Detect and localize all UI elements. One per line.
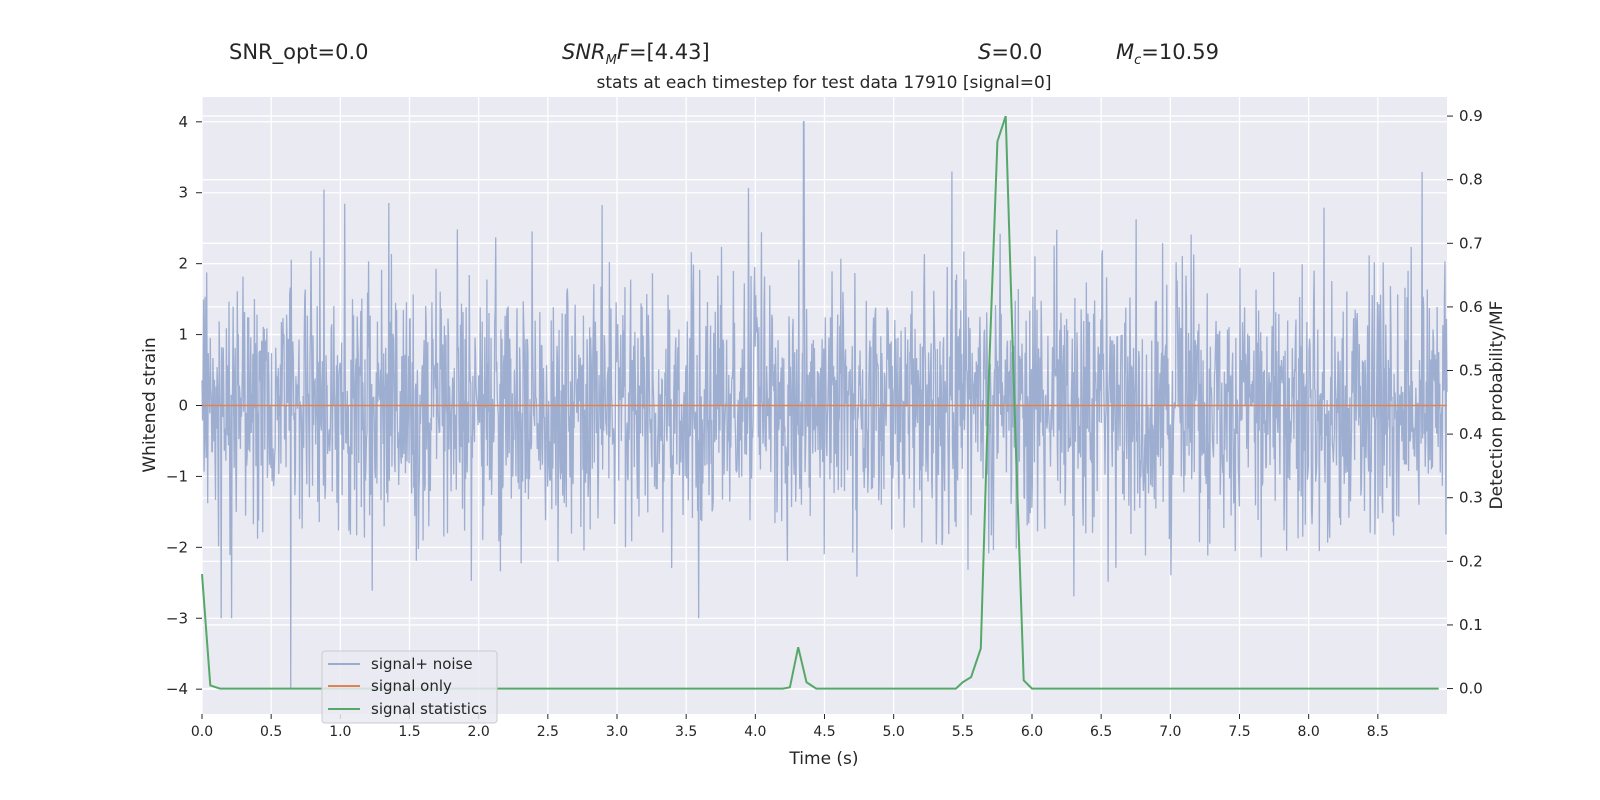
- x-tick-label: 6.0: [1021, 724, 1043, 740]
- y2-tick-label: 0.9: [1459, 107, 1483, 125]
- mc-name: M: [1116, 40, 1135, 64]
- axes: 0.0 0.5 1.0 1.5 2.0 2.5 3.0 3.5 4.0 4.5 5.0 5.5 6.0 6…: [166, 107, 1483, 740]
- x-tick-label: 4.0: [744, 724, 766, 740]
- x-tick-label: 8.5: [1367, 724, 1389, 740]
- x-tick-label: 6.5: [1090, 724, 1112, 740]
- signal-noise-line: [201, 121, 1448, 690]
- y2-axis-label: Detection probability/MF: [1487, 301, 1507, 510]
- x-tick-label: 2.0: [468, 724, 490, 740]
- y-tick-label: 1: [178, 326, 188, 344]
- y-tick-label: 2: [178, 255, 188, 273]
- y2-tick-label: 0.0: [1459, 680, 1483, 698]
- y-tick-label: 3: [178, 184, 188, 202]
- signal-noise-series: [201, 121, 1448, 690]
- x-tick-label: 2.5: [537, 724, 559, 740]
- y-tick-label: 4: [178, 113, 188, 131]
- snr-mf-subscript: M: [605, 53, 617, 69]
- y2-tick-label: 0.2: [1459, 552, 1483, 570]
- snr-opt-label: SNR_opt=0.0: [229, 40, 369, 64]
- y2-tick-label: 0.1: [1459, 616, 1483, 634]
- snr-mf-suffix: F: [616, 40, 629, 64]
- y-tick-label: −4: [166, 680, 188, 698]
- x-tick-label: 3.5: [675, 724, 697, 740]
- snr-mf-name: SNR: [562, 40, 606, 64]
- y2-tick-label: 0.6: [1459, 298, 1483, 316]
- s-label: S=0.0: [978, 40, 1042, 64]
- x-tick-label: 8.0: [1298, 724, 1320, 740]
- y-tick-label: −1: [166, 467, 188, 485]
- legend-box: [321, 650, 498, 724]
- x-tick-label: 7.5: [1228, 724, 1250, 740]
- y-axis-label: Whitened strain: [140, 337, 160, 472]
- y2-tick-label: 0.8: [1459, 171, 1483, 189]
- y2-tick-label: 0.3: [1459, 489, 1483, 507]
- x-tick-label: 0.0: [191, 724, 213, 740]
- x-tick-label: 5.0: [883, 724, 905, 740]
- x-tick-label: 1.0: [329, 724, 351, 740]
- s-name: S: [978, 40, 992, 64]
- mc-label: Mc=10.59: [1116, 40, 1219, 68]
- legend-label-signal: signal only: [371, 677, 452, 695]
- mc-subscript: c: [1134, 53, 1142, 69]
- snr-mf-label: SNRMF=[4.43]: [562, 40, 710, 68]
- mc-value: =10.59: [1141, 40, 1219, 64]
- legend-label-stats: signal statistics: [371, 700, 487, 718]
- snr-mf-value: =[4.43]: [628, 40, 710, 64]
- legend: signal+ noise signal only signal statist…: [321, 650, 498, 724]
- x-tick-label: 1.5: [398, 724, 420, 740]
- s-value: =0.0: [991, 40, 1043, 64]
- x-tick-label: 3.0: [606, 724, 628, 740]
- y2-tick-label: 0.5: [1459, 362, 1483, 380]
- x-tick-label: 7.0: [1159, 724, 1181, 740]
- y-tick-label: 0: [178, 397, 188, 415]
- x-tick-label: 0.5: [260, 724, 282, 740]
- y-tick-label: −3: [166, 609, 188, 627]
- x-axis-label: Time (s): [788, 749, 858, 769]
- y2-tick-label: 0.4: [1459, 425, 1483, 443]
- x-tick-label: 5.5: [952, 724, 974, 740]
- y-tick-label: −2: [166, 538, 188, 556]
- legend-label-noise: signal+ noise: [371, 655, 473, 673]
- chart-title: stats at each timestep for test data 179…: [597, 73, 1052, 93]
- y2-tick-label: 0.7: [1459, 234, 1483, 252]
- x-tick-label: 4.5: [813, 724, 835, 740]
